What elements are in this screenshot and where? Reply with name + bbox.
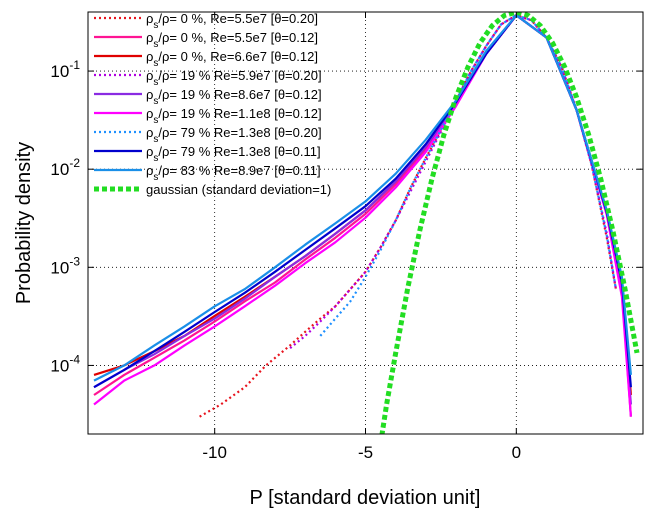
legend-label-1: ρs/ρ= 0 %, Re=5.5e7 [θ=0.12] <box>146 30 318 50</box>
plot-background <box>88 12 643 434</box>
x-tick-label-0: -10 <box>202 443 227 462</box>
legend-label-4: ρs/ρ= 19 % Re=8.6e7 [θ=0.12] <box>146 87 322 107</box>
series-line-9 <box>379 12 640 434</box>
series-group <box>93 12 640 434</box>
legend-label-7: ρs/ρ= 79 % Re=1.3e8 [θ=0.11] <box>146 144 321 164</box>
y-tick-label-3: 10-1 <box>50 58 80 81</box>
legend-label-2: ρs/ρ= 0 %, Re=6.6e7 [θ=0.12] <box>146 49 318 69</box>
y-tick-label-2: 10-2 <box>50 156 80 179</box>
legend-label-3: ρs/ρ= 19 % Re=5.9e7 [θ=0.20] <box>146 68 322 88</box>
legend-label-9: gaussian (standard deviation=1) <box>146 182 331 197</box>
series-line-8 <box>93 14 632 382</box>
tick-group: -10 -5 0 10-4 10-3 10-2 10-1 <box>50 12 643 462</box>
x-tick-label-1: -5 <box>358 443 373 462</box>
legend-label-6: ρs/ρ= 79 % Re=1.3e8 [θ=0.20] <box>146 125 322 145</box>
y-tick-label-1: 10-3 <box>50 254 80 277</box>
y-tick-label-0: 10-4 <box>50 352 80 375</box>
legend-label-5: ρs/ρ= 19 % Re=1.1e8 [θ=0.12] <box>146 106 322 126</box>
legend-label-0: ρs/ρ= 0 %, Re=5.5e7 [θ=0.20] <box>146 11 318 31</box>
grid <box>88 12 643 434</box>
x-tick-label-2: 0 <box>512 443 521 462</box>
x-axis-label: P [standard deviation unit] <box>250 487 481 509</box>
series-line-0 <box>199 14 617 418</box>
legend: ρs/ρ= 0 %, Re=5.5e7 [θ=0.20]ρs/ρ= 0 %, R… <box>94 11 331 197</box>
y-axis-label: Probability density <box>13 142 35 304</box>
legend-label-8: ρs/ρ= 83 % Re=8.9e7 [θ=0.11] <box>146 163 321 183</box>
